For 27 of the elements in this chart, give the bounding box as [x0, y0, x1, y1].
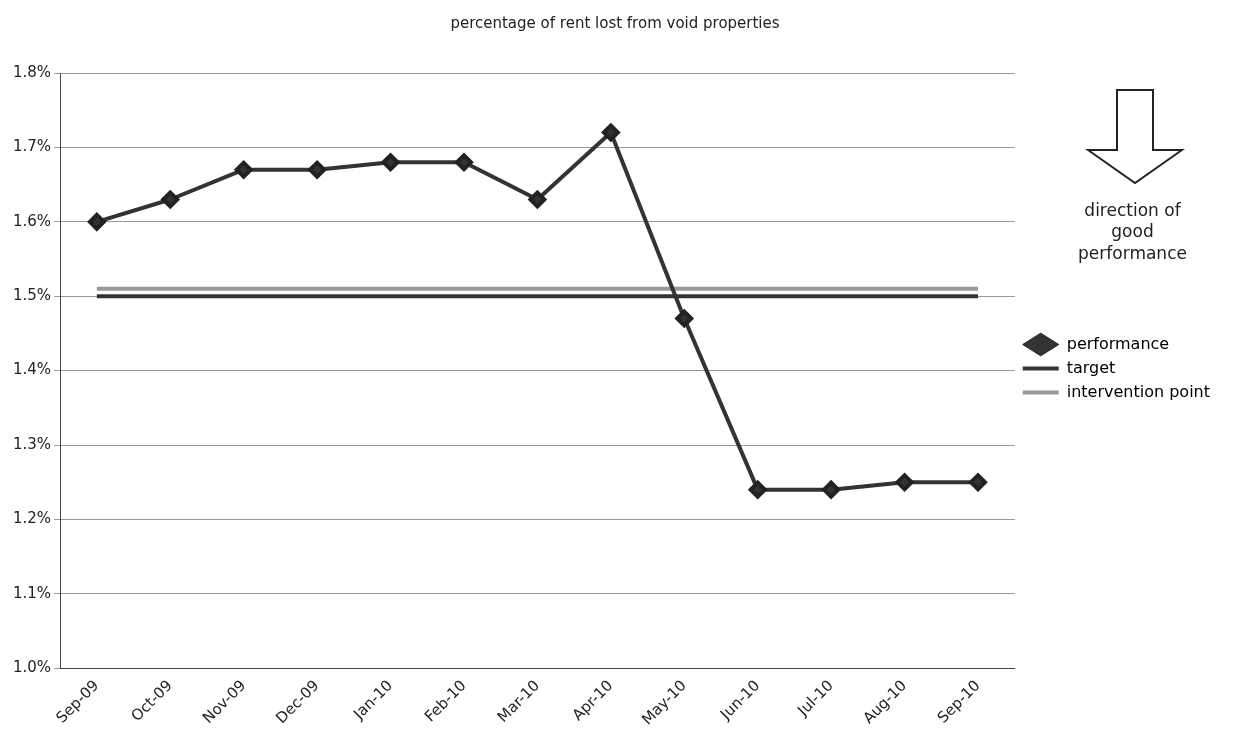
point	[601, 123, 620, 142]
legend-label: target	[1066, 357, 1116, 377]
point	[308, 160, 327, 179]
chart-title: percentage of rent lost from void properties	[450, 13, 780, 32]
point	[87, 212, 106, 231]
point	[381, 153, 400, 172]
point	[895, 473, 914, 492]
point	[161, 190, 180, 209]
point	[969, 473, 988, 492]
y-tick-label: 1.8%	[13, 62, 52, 81]
legend-label: performance	[1066, 333, 1170, 353]
point	[748, 480, 767, 499]
legend-label: intervention point	[1066, 381, 1211, 401]
point	[675, 309, 694, 328]
y-tick-label: 1.0%	[13, 658, 52, 677]
point	[528, 190, 547, 209]
y-tick-label: 1.7%	[13, 137, 52, 156]
y-tick-label: 1.6%	[13, 211, 52, 230]
y-tick-label: 1.1%	[13, 583, 52, 602]
y-tick-label: 1.2%	[13, 509, 52, 528]
point	[454, 153, 473, 172]
y-tick-label: 1.3%	[13, 434, 52, 453]
text: direction of good performance	[1077, 200, 1188, 264]
y-tick-label: 1.5%	[13, 286, 52, 305]
point	[234, 160, 253, 179]
point	[822, 480, 841, 499]
y-tick-label: 1.4%	[13, 360, 52, 379]
